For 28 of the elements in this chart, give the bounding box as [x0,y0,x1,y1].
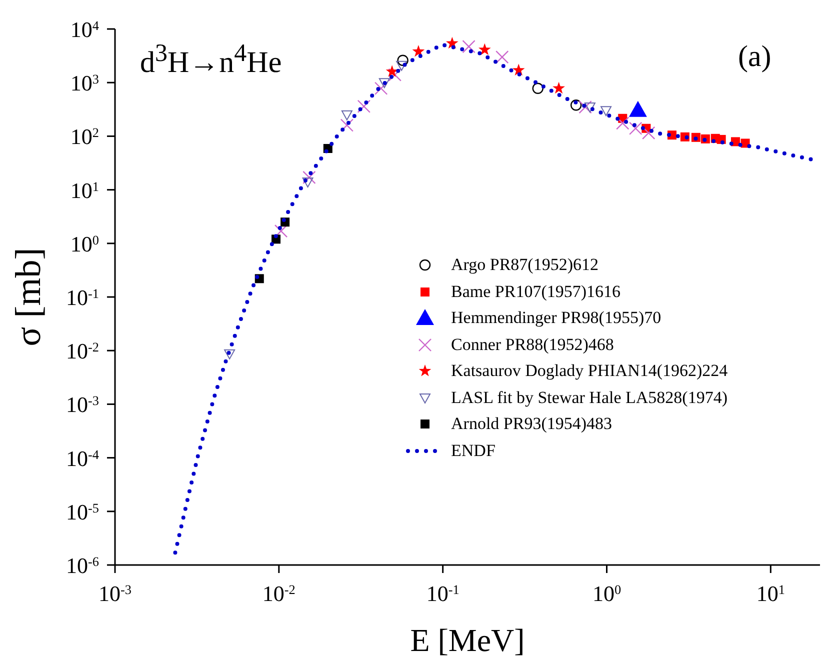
y-tick-label: 10$^{3}$ [70,70,100,96]
y-tick-label: 10$^{4}$ [70,17,100,42]
x-tick-label: 10$^{0}$ [592,581,622,606]
legend-label: ENDF [451,440,496,462]
y-tick-label: 10$^{0}$ [70,231,100,256]
y-tick-label: 10$^{-1}$ [66,285,99,310]
y-tick-label: 10$^{-5}$ [66,499,100,524]
x-tick-label: 10$^{1}$ [756,581,785,606]
y-tick-label: 10$^{1}$ [70,178,99,203]
legend-label: Katsaurov Doglady PHIAN14(1962)224 [451,360,728,382]
legend-label: Bame PR107(1957)1616 [451,280,621,302]
x-tick-label: 10$^{-1}$ [426,581,460,606]
y-tick-label: 10$^{-6}$ [66,553,100,578]
legend-label: LASL fit by Stewar Hale LA5828(1974) [451,386,728,409]
annotation: (a) [738,40,772,74]
legend-label: Arnold PR93(1954)483 [451,413,612,435]
y-tick-label: 10$^{-2}$ [66,338,99,364]
x-tick-label: 10$^{-2}$ [262,581,296,606]
y-tick-label: 10$^{-4}$ [66,446,100,471]
y-tick-label: 10$^{-3}$ [66,392,100,418]
y-tick-label: 10$^{2}$ [70,124,99,150]
annotation: d$^{3}$H→n$^{4}$He [140,40,282,80]
legend-label: Conner PR88(1952)468 [451,334,614,356]
legend-label: Argo PR87(1952)612 [451,254,598,276]
x-axis-title: E [MeV] [410,622,525,657]
x-tick-label: 10$^{-3}$ [98,581,132,606]
y-axis-title: σ [mb] [8,248,48,346]
legend-label: Hemmendinger PR98(1955)70 [451,307,662,329]
